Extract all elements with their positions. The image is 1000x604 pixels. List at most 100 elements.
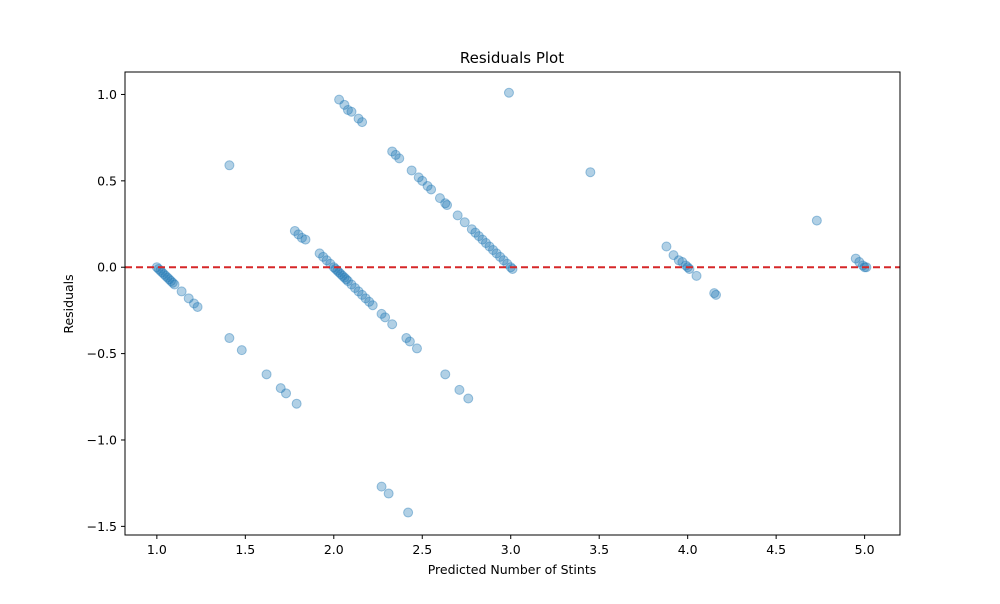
scatter-point [411,343,422,354]
scatter-point [337,270,348,281]
scatter-point [668,250,679,261]
x-tick-label: 4.5 [766,542,786,557]
x-tick-label: 2.5 [412,542,432,557]
scatter-point [380,312,391,323]
scatter-point [360,293,371,304]
scatter-point [367,300,378,311]
scatter-point [406,165,417,176]
scatter-point [293,229,304,240]
y-tick-label: −1.5 [87,519,117,534]
scatter-point [401,333,412,344]
scatter-point [332,265,343,276]
scatter-point [459,217,470,228]
x-axis-ticks: 1.0 1.5 2.0 2.5 3.0 3.5 4.0 4.5 5.0 [147,535,875,557]
scatter-point [176,286,187,297]
scatter-point [192,301,203,312]
scatter-point [236,345,247,356]
scatter-point [394,153,405,164]
scatter-point [661,241,672,252]
scatter-point [335,269,346,280]
scatter-point [403,507,414,518]
scatter-point [339,99,350,110]
scatter-point [491,248,502,259]
x-tick-label: 3.5 [589,542,609,557]
scatter-point [480,238,491,249]
scatter-point [413,172,424,183]
y-tick-label: −0.5 [87,346,117,361]
scatter-point [440,369,451,380]
scatter-point [342,276,353,287]
scatter-point [850,253,861,264]
scatter-point [166,276,176,287]
x-tick-label: 3.0 [501,542,521,557]
x-tick-label: 1.0 [147,542,167,557]
scatter-point [376,481,387,492]
scatter-point [383,488,394,499]
scatter-point [160,270,171,281]
scatter-point [342,105,353,116]
chart-title: Residuals Plot [460,49,564,67]
scatter-point [507,263,518,274]
scatter-point [346,279,357,290]
scatter-point [321,255,332,266]
scatter-point [709,288,720,299]
scatter-point [289,225,300,236]
scatter-point [434,193,445,204]
scatter-point [164,274,175,285]
scatter-point [350,282,361,293]
scatter-point [585,167,596,178]
y-tick-label: 0.5 [97,173,117,188]
scatter-point [691,270,702,281]
scatter-point [296,232,307,243]
scatter-point [376,308,387,319]
scatter-point [314,248,325,259]
scatter-point [353,113,364,124]
scatter-point [710,289,721,300]
scatter-point [463,393,474,404]
scatter-point [477,234,488,245]
x-tick-label: 4.0 [678,542,698,557]
scatter-point [677,257,688,268]
scatter-point [162,272,173,283]
scatter-point [167,277,178,288]
scatter-point [503,87,514,98]
scatter-point [224,160,235,171]
scatter-point [387,319,398,330]
scatter-point [183,293,194,304]
scatter-point [318,251,329,262]
scatter-point [291,398,302,409]
scatter-point [484,241,495,252]
scatter-point [440,198,451,209]
scatter-point [684,263,695,274]
scatter-point [341,274,352,285]
scatter-point [442,200,453,211]
scatter-point [169,279,180,290]
scatter-point [673,255,684,266]
y-tick-label: 1.0 [97,87,117,102]
scatter-point [811,215,822,226]
scatter-point [281,388,292,399]
x-tick-label: 2.0 [324,542,344,557]
scatter-point [422,181,433,192]
scatter-point [353,286,364,297]
y-axis-ticks: −1.5 −1.0 −0.5 0.0 0.5 1.0 [87,87,125,534]
y-tick-label: 0.0 [97,260,117,275]
scatter-points [151,87,872,518]
scatter-point [346,106,357,117]
scatter-point [854,257,865,268]
scatter-point [488,244,499,255]
scatter-point [155,265,166,276]
scatter-point [325,258,336,269]
scatter-point [498,255,509,266]
scatter-point [357,117,368,128]
y-tick-label: −1.0 [87,432,117,447]
scatter-point [404,336,415,347]
scatter-point [473,231,484,242]
x-axis-label: Predicted Number of Stints [428,562,597,577]
scatter-point [275,383,286,394]
scatter-point [390,149,401,160]
scatter-point [224,333,235,344]
